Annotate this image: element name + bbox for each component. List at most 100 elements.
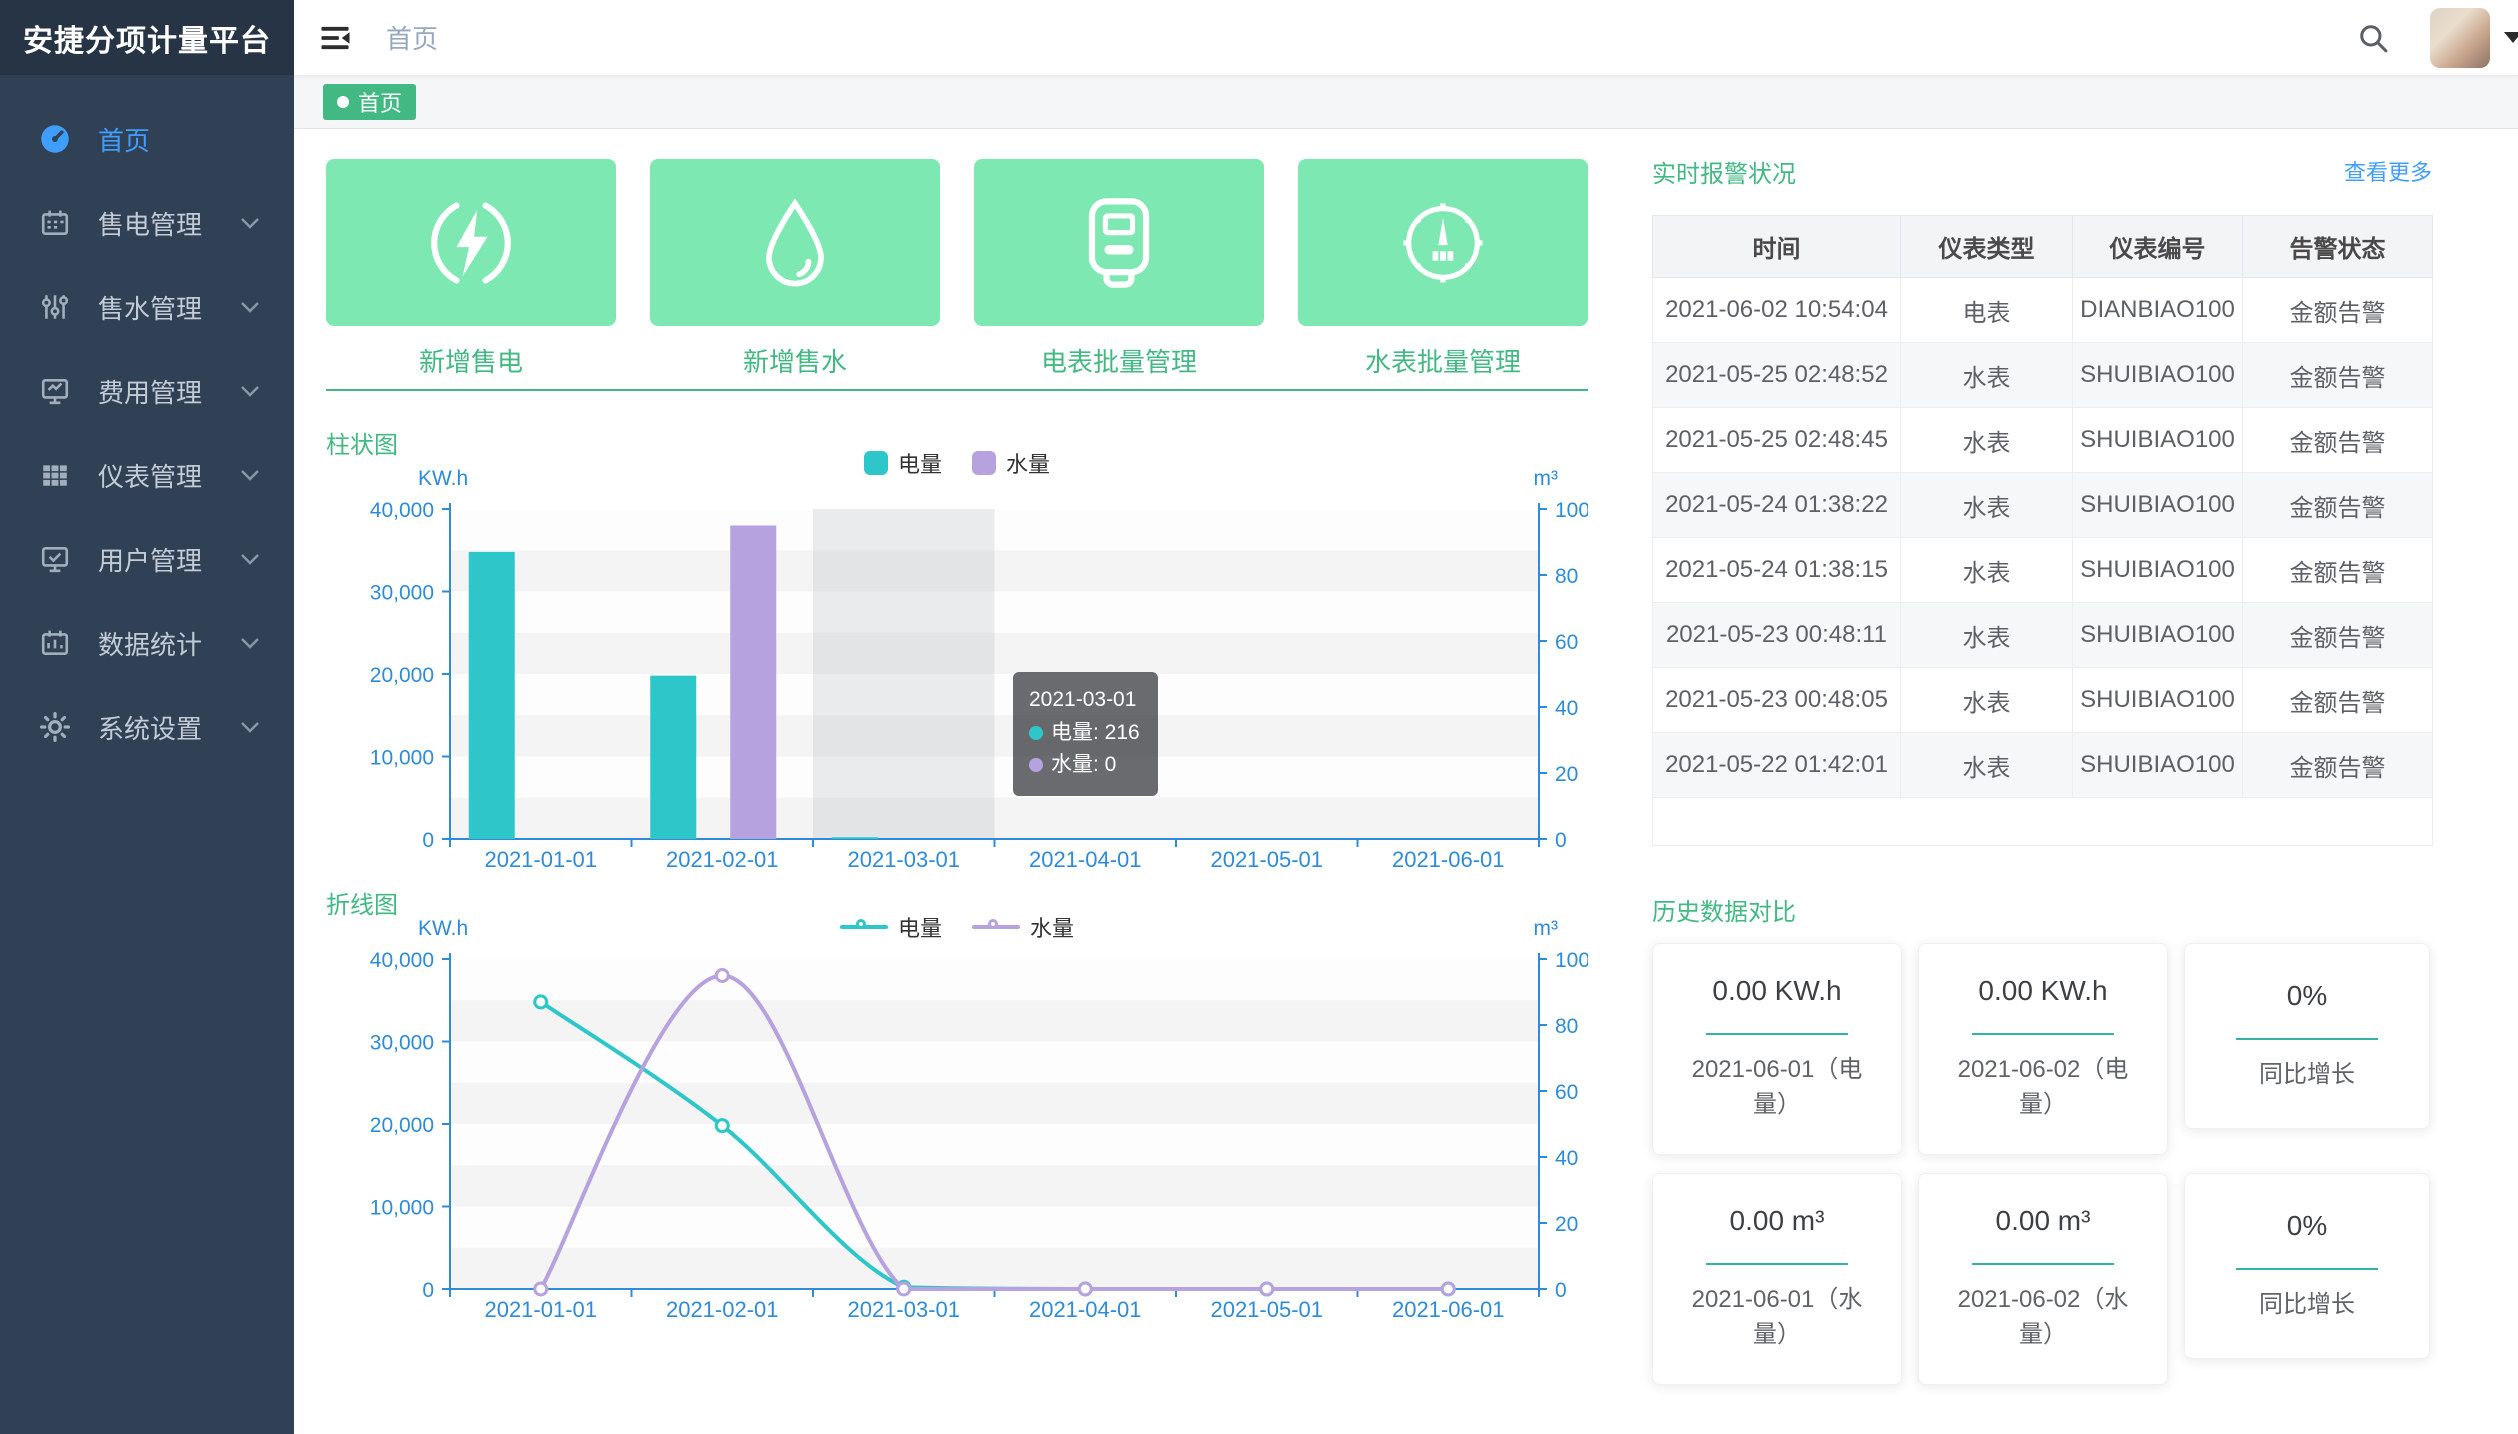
- svg-text:2021-04-01: 2021-04-01: [1029, 1297, 1142, 1322]
- svg-text:40: 40: [1555, 1147, 1578, 1170]
- svg-text:30,000: 30,000: [370, 1032, 434, 1055]
- line-chart-left-unit: KW.h: [418, 917, 469, 940]
- bar-chart: 0 10,000 20,000 30,000 40,000 0 20 40 60 80 100 202…: [326, 497, 1588, 873]
- legend-label: 电量: [897, 916, 942, 941]
- table-row: 2021-05-23 00:48:05 水表 SHUIBIAO100 金额告警: [1652, 667, 2433, 733]
- sliders-icon: [38, 290, 72, 324]
- history-card: 0.00 KW.h 2021-06-01（电量）: [1652, 943, 1902, 1155]
- history-card: 0.00 KW.h 2021-06-02（电量）: [1918, 943, 2168, 1155]
- svg-text:60: 60: [1555, 631, 1578, 654]
- chart-tooltip: 2021-03-01 电量: 216 水量: 0: [1013, 672, 1158, 796]
- search-icon[interactable]: [2358, 23, 2388, 53]
- history-card-value: 0.00 KW.h: [1712, 975, 1842, 1007]
- legend-item-electricity[interactable]: 电量: [839, 911, 942, 943]
- dashboard-icon: [38, 122, 72, 156]
- line-chart: 0 10,000 20,000 30,000 40,000 0 20 40 60 80 100 202…: [326, 947, 1588, 1323]
- cell-type: 水表: [1900, 667, 2073, 733]
- alarm-table: 时间 仪表类型 仪表编号 告警状态 2021-06-02 10:54:04 电表…: [1652, 215, 2433, 846]
- quick-action-add-electricity[interactable]: 新增售电: [326, 159, 616, 389]
- table-header-row: 时间 仪表类型 仪表编号 告警状态: [1652, 215, 2433, 278]
- legend-item-water[interactable]: 水量: [972, 911, 1074, 943]
- water-drop-icon: [766, 197, 824, 286]
- cell-code: DIANBIAO100: [2072, 277, 2243, 343]
- line-chart-canvas[interactable]: 0 10,000 20,000 30,000 40,000 0 20 40 60 80 100 202…: [326, 947, 1588, 1323]
- legend-label: 水量: [1030, 916, 1075, 941]
- caret-down-icon[interactable]: [2504, 32, 2518, 43]
- cell-status: 金额告警: [2242, 277, 2433, 343]
- sidebar-item-label: 费用管理: [98, 377, 203, 408]
- svg-text:2021-01-01: 2021-01-01: [484, 1297, 597, 1322]
- svg-text:2021-02-01: 2021-02-01: [666, 1297, 779, 1322]
- sidebar-item-fee-management[interactable]: 费用管理: [0, 349, 294, 433]
- sidebar-item-data-statistics[interactable]: 数据统计: [0, 601, 294, 685]
- table-row: 2021-06-02 10:54:04 电表 DIANBIAO100 金额告警: [1652, 277, 2433, 343]
- cell-code: SHUIBIAO100: [2072, 342, 2243, 408]
- column-header-meter-code: 仪表编号: [2072, 215, 2243, 278]
- quick-action-add-water[interactable]: 新增售水: [650, 159, 940, 389]
- hamburger-icon[interactable]: [318, 23, 352, 53]
- svg-text:80: 80: [1555, 565, 1578, 588]
- cell-type: 水表: [1900, 407, 2073, 473]
- sidebar-item-home[interactable]: 首页: [0, 97, 294, 181]
- tag-home[interactable]: 首页: [323, 83, 417, 120]
- view-more-link[interactable]: 查看更多: [2343, 160, 2432, 185]
- cell-type: 水表: [1900, 537, 2073, 603]
- cell-type: 电表: [1900, 277, 2073, 343]
- divider: [1706, 1263, 1848, 1266]
- avatar[interactable]: [2430, 7, 2490, 68]
- calendar-icon: [38, 206, 72, 240]
- history-card-value: 0%: [2286, 1209, 2328, 1241]
- main-content: 新增售电 新增售水: [294, 129, 2518, 1434]
- line-chart-right-unit: m³: [1533, 917, 1559, 940]
- alarm-panel-header: 实时报警状况 查看更多: [1652, 153, 2432, 189]
- cell-type: 水表: [1900, 472, 2073, 538]
- history-card-value: 0.00 m³: [1995, 1205, 2091, 1237]
- quick-action-water-meter-batch[interactable]: 水表批量管理: [1298, 159, 1588, 389]
- divider: [2236, 1037, 2378, 1040]
- quick-action-electric-meter-batch[interactable]: 电表批量管理: [974, 159, 1264, 389]
- legend-item-electricity[interactable]: 电量: [863, 447, 942, 479]
- monitor-chart-icon: [38, 374, 72, 408]
- sidebar-item-label: 首页: [98, 125, 151, 156]
- sidebar-item-user-management[interactable]: 用户管理: [0, 517, 294, 601]
- quick-actions-row: 新增售电 新增售水: [326, 129, 1588, 391]
- column-header-time: 时间: [1652, 215, 1901, 278]
- sidebar-item-electricity-sales[interactable]: 售电管理: [0, 181, 294, 265]
- history-card: 0% 同比增长: [2184, 943, 2430, 1129]
- svg-text:100: 100: [1555, 949, 1588, 972]
- legend-label: 水量: [1006, 452, 1051, 477]
- breadcrumb[interactable]: 首页: [386, 24, 439, 54]
- legend-item-water[interactable]: 水量: [972, 447, 1050, 479]
- svg-text:2021-06-01: 2021-06-01: [1392, 847, 1505, 872]
- sidebar-item-water-sales[interactable]: 售水管理: [0, 265, 294, 349]
- electric-meter-icon: [1088, 197, 1150, 288]
- table-empty-row: [1652, 797, 2433, 846]
- quick-action-label: 新增售电: [418, 347, 523, 377]
- column-header-meter-type: 仪表类型: [1900, 215, 2073, 278]
- cell-status: 金额告警: [2242, 472, 2433, 538]
- cell-type: 水表: [1900, 732, 2073, 798]
- divider: [1972, 1033, 2114, 1036]
- table-row: 2021-05-22 01:42:01 水表 SHUIBIAO100 金额告警: [1652, 732, 2433, 798]
- chevron-down-icon: [241, 554, 259, 565]
- grid-icon: [38, 458, 72, 492]
- history-card-label: 同比增长: [2259, 1290, 2355, 1318]
- svg-text:2021-04-01: 2021-04-01: [1029, 847, 1142, 872]
- legend-line-marker-electricity: [839, 915, 888, 939]
- cell-status: 金额告警: [2242, 602, 2433, 668]
- sidebar-item-system-settings[interactable]: 系统设置: [0, 685, 294, 769]
- alarm-panel-title: 实时报警状况: [1652, 160, 1796, 188]
- sidebar-item-label: 售电管理: [98, 209, 203, 240]
- svg-text:2021-05-01: 2021-05-01: [1210, 1297, 1323, 1322]
- history-panel-header: 历史数据对比: [1652, 891, 2432, 927]
- history-card-label: 2021-06-01（水量）: [1691, 1286, 1863, 1348]
- cell-status: 金额告警: [2242, 407, 2433, 473]
- svg-text:100: 100: [1555, 499, 1588, 522]
- legend-line-marker-water: [972, 915, 1020, 939]
- svg-text:2021-05-01: 2021-05-01: [1210, 847, 1323, 872]
- cell-code: SHUIBIAO100: [2072, 472, 2243, 538]
- quick-action-label: 新增售水: [742, 347, 847, 377]
- bar-chart-canvas[interactable]: 0 10,000 20,000 30,000 40,000 0 20 40 60 80 100 202…: [326, 497, 1588, 873]
- history-card-value: 0.00 KW.h: [1978, 975, 2108, 1007]
- sidebar-item-meter-management[interactable]: 仪表管理: [0, 433, 294, 517]
